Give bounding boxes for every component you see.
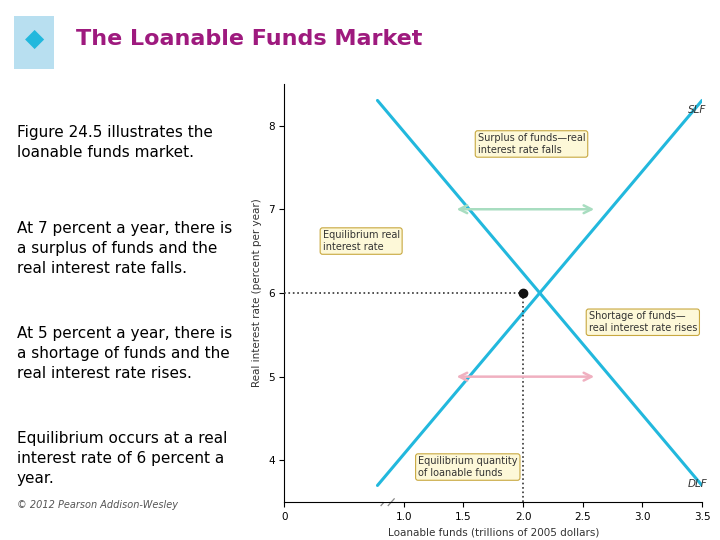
Text: Equilibrium occurs at a real
interest rate of 6 percent a
year.: Equilibrium occurs at a real interest ra… (17, 431, 228, 485)
Text: Equilibrium real
interest rate: Equilibrium real interest rate (323, 230, 400, 252)
Text: ◆: ◆ (25, 27, 44, 51)
Text: At 7 percent a year, there is
a surplus of funds and the
real interest rate fall: At 7 percent a year, there is a surplus … (17, 221, 232, 275)
Text: Surplus of funds—real
interest rate falls: Surplus of funds—real interest rate fall… (477, 133, 585, 155)
Text: Shortage of funds—
real interest rate rises: Shortage of funds— real interest rate ri… (589, 312, 697, 333)
Y-axis label: Real interest rate (percent per year): Real interest rate (percent per year) (253, 199, 263, 387)
X-axis label: Loanable funds (trillions of 2005 dollars): Loanable funds (trillions of 2005 dollar… (387, 528, 599, 537)
Text: SLF: SLF (688, 105, 706, 116)
Text: © 2012 Pearson Addison-Wesley: © 2012 Pearson Addison-Wesley (17, 500, 178, 510)
Text: At 5 percent a year, there is
a shortage of funds and the
real interest rate ris: At 5 percent a year, there is a shortage… (17, 326, 232, 381)
Text: Figure 24.5 illustrates the
loanable funds market.: Figure 24.5 illustrates the loanable fun… (17, 125, 212, 159)
Text: Equilibrium quantity
of loanable funds: Equilibrium quantity of loanable funds (418, 456, 518, 478)
Text: The Loanable Funds Market: The Loanable Funds Market (76, 29, 422, 49)
FancyBboxPatch shape (14, 16, 54, 69)
Text: DLF: DLF (688, 479, 708, 489)
